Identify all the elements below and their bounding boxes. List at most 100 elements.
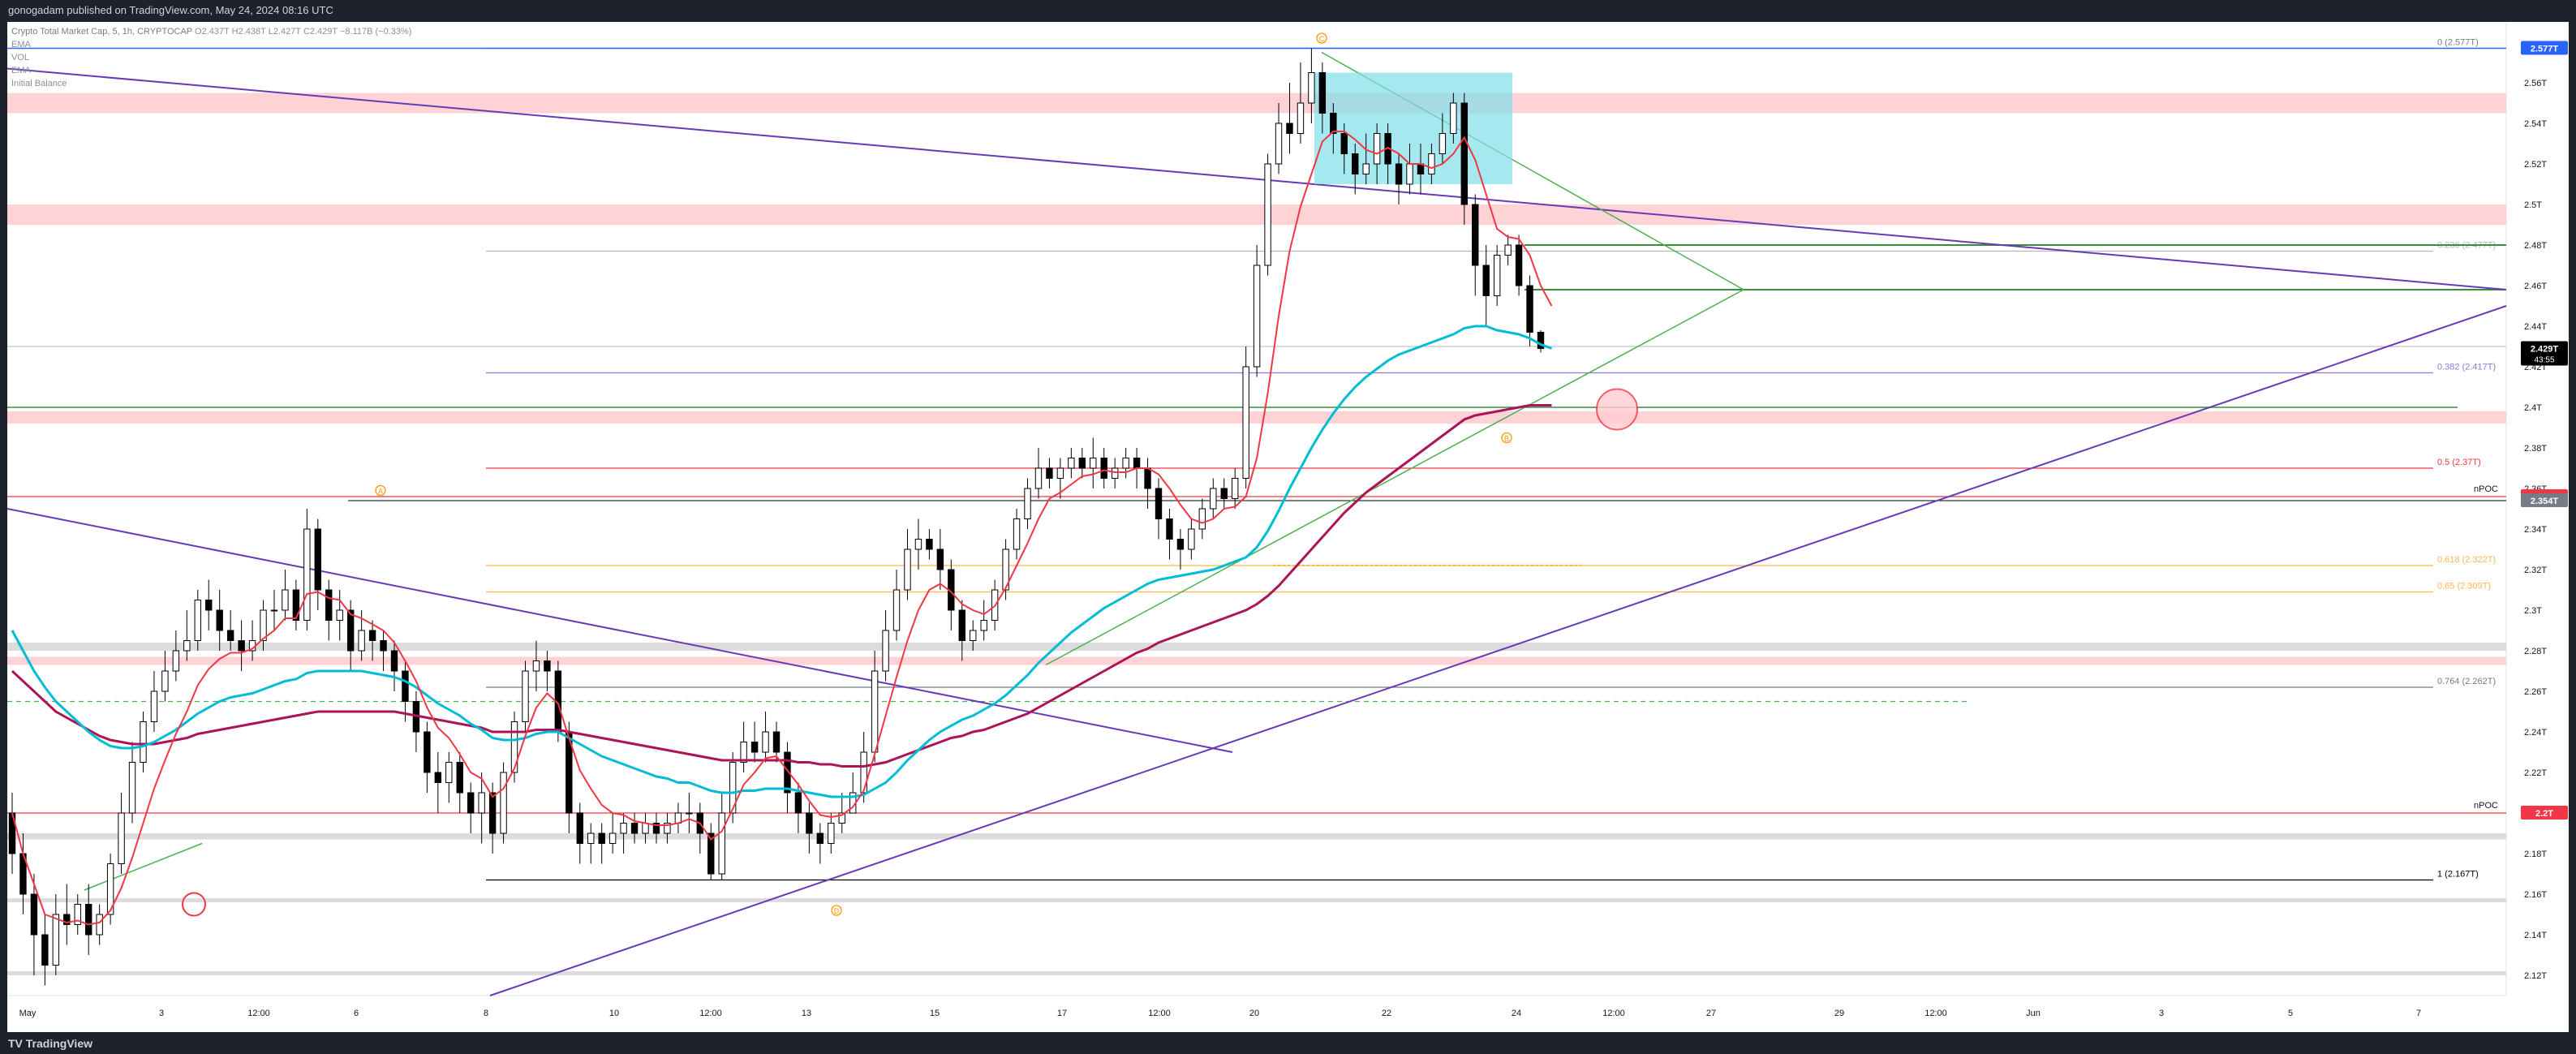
price-tag-label: 2.429T — [2531, 345, 2559, 355]
wave-label: D — [834, 907, 840, 915]
wave-label: A — [378, 488, 383, 496]
supply-zone — [7, 204, 2506, 225]
candle — [1318, 72, 1327, 114]
candle — [1144, 467, 1151, 489]
x-tick-label: 17 — [1057, 1009, 1067, 1018]
publish-header: gonogadam published on TradingView.com, … — [0, 0, 2576, 22]
candle — [1482, 265, 1490, 296]
target-circle — [1596, 388, 1638, 431]
candle — [1013, 518, 1021, 550]
candle — [216, 609, 223, 631]
npoc-label: nPOC — [2474, 484, 2498, 494]
candle — [1024, 488, 1031, 519]
legend-indicator[interactable]: Initial Balance — [11, 79, 67, 88]
candle — [1406, 163, 1413, 185]
candle — [1220, 488, 1228, 499]
candle — [838, 812, 845, 824]
candle — [303, 528, 311, 621]
candle — [642, 823, 649, 834]
candle — [140, 721, 147, 763]
candle — [1450, 102, 1457, 134]
supply-zone — [7, 411, 2506, 424]
candle — [183, 640, 191, 652]
candle — [1111, 467, 1119, 479]
fib-label: 0.618 (2.322T) — [2437, 555, 2496, 565]
candle — [52, 914, 60, 966]
fib-label: 0.382 (2.417T) — [2437, 363, 2496, 372]
candle — [118, 812, 125, 864]
candle — [729, 762, 737, 814]
candle — [1210, 488, 1217, 510]
candle — [1231, 478, 1239, 499]
candle — [282, 589, 289, 611]
fib-label: 1 (2.167T) — [2437, 870, 2479, 880]
candle — [128, 762, 136, 814]
purple-downtrend-line — [7, 508, 1233, 753]
ema-mid-line — [11, 325, 1552, 798]
tradingview-footer: TV TradingView — [0, 1032, 2576, 1054]
chart-area[interactable]: 0 (2.577T)0.236 (2.477T)0.382 (2.417T)0.… — [7, 22, 2569, 1032]
candle — [1340, 133, 1348, 154]
candle — [532, 660, 540, 672]
grey-zone — [7, 898, 2506, 902]
price-tag-countdown: 43:55 — [2534, 356, 2554, 365]
y-tick-label: 2.34T — [2524, 525, 2547, 535]
y-tick-label: 2.46T — [2524, 282, 2547, 291]
candle — [794, 792, 802, 814]
candle — [467, 792, 475, 814]
candle — [424, 731, 431, 773]
y-tick-label: 2.14T — [2524, 931, 2547, 940]
candle — [762, 731, 769, 753]
candle — [1526, 285, 1533, 333]
tv-brand: TradingView — [25, 1037, 92, 1050]
publish-text: gonogadam published on TradingView.com, … — [8, 4, 333, 16]
candle — [652, 823, 660, 834]
price-tag-label: 2.2T — [2535, 809, 2553, 819]
legend-indicator[interactable]: EMA — [11, 66, 31, 75]
candle — [816, 832, 824, 844]
candle — [226, 630, 234, 641]
candle — [772, 731, 781, 753]
candle — [598, 832, 605, 844]
y-tick-label: 2.44T — [2524, 322, 2547, 332]
x-tick-label: 20 — [1249, 1009, 1259, 1018]
candle — [980, 620, 987, 631]
legend-indicator[interactable]: VOL — [11, 53, 30, 62]
chart-legend: Crypto Total Market Cap, 5, 1h, CRYPTOCA… — [11, 25, 411, 90]
candle — [336, 609, 343, 621]
candle — [686, 812, 693, 815]
candle — [292, 589, 300, 621]
candle — [325, 589, 333, 621]
candle — [860, 751, 867, 794]
supply-zone — [7, 656, 2506, 665]
purple-uptrend-line — [489, 305, 2507, 996]
candle — [161, 670, 169, 692]
legend-indicator[interactable]: EMA — [11, 40, 31, 49]
fib-label: 0.5 (2.37T) — [2437, 458, 2481, 467]
candle — [1133, 458, 1141, 469]
tradingview-logo: TV TradingView — [8, 1037, 92, 1050]
candle — [1362, 163, 1370, 174]
candle — [488, 792, 497, 834]
price-tag — [2521, 41, 2568, 55]
candle — [510, 721, 518, 773]
purple-downtrend-line — [7, 67, 2507, 290]
ema-fast-line — [11, 131, 1553, 926]
candle — [926, 539, 933, 550]
candle — [970, 630, 977, 641]
x-tick-label: May — [19, 1009, 37, 1018]
candle — [1308, 72, 1315, 104]
y-tick-label: 2.54T — [2524, 119, 2547, 129]
x-tick-label: 6 — [354, 1009, 359, 1018]
candle — [1176, 539, 1185, 550]
wave-label-marker — [1501, 432, 1512, 444]
candle — [936, 549, 944, 570]
target-circle — [182, 892, 206, 917]
candle — [609, 832, 617, 844]
candle — [74, 904, 81, 925]
candle — [544, 660, 551, 672]
green-channel-line — [84, 842, 203, 891]
candle — [1373, 133, 1381, 165]
grey-zone — [7, 971, 2506, 975]
price-scale — [2506, 22, 2569, 1032]
